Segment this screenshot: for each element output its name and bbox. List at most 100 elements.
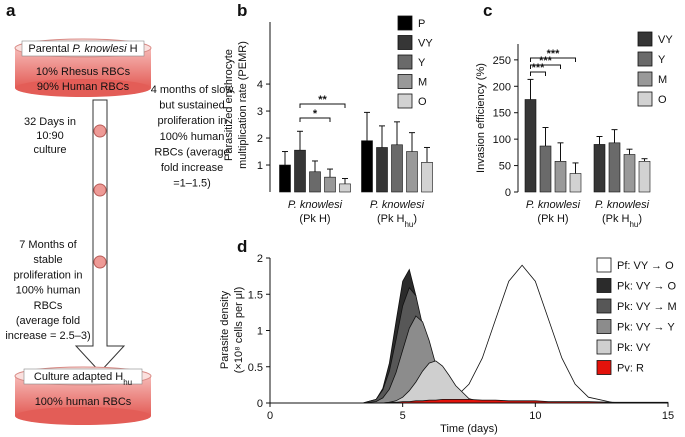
y-tick-label: 4 <box>257 79 263 91</box>
bar <box>623 154 636 193</box>
bar <box>406 151 418 193</box>
top-dish: Parental P. knowlesi H 10% Rhesus RBCs 9… <box>14 38 152 97</box>
step-text: 4 months of slow <box>151 84 234 96</box>
legend-label: Y <box>658 54 666 66</box>
bar <box>421 162 433 193</box>
bar <box>569 173 582 193</box>
x-tick-label: 0 <box>267 410 273 422</box>
culture-dot <box>93 255 107 269</box>
text-part: H <box>127 43 138 55</box>
bar <box>294 149 306 193</box>
text-part: ) <box>638 213 642 225</box>
legend-label: Pk: VY <box>617 342 651 354</box>
step-text: 100% human <box>16 285 81 297</box>
y-axis-label: multiplication rate (PEMR) <box>237 41 249 169</box>
step-texts: 32 Days in 10:90 culture 4 months of slow bu… <box>5 84 233 342</box>
category-label: (Pk H) <box>299 213 330 225</box>
legend-swatch <box>596 319 612 334</box>
step-text: 100% human <box>160 131 225 143</box>
legend-swatch <box>397 54 413 70</box>
legend-swatch <box>397 74 413 89</box>
text-part: hu <box>404 220 413 229</box>
x-tick-label: 5 <box>400 410 406 422</box>
step-text: (average fold <box>16 315 80 327</box>
y-tick-label: 0.5 <box>248 362 263 374</box>
y-tick-label: 2 <box>257 253 263 265</box>
dish-title: Culture adapted Hhu <box>34 371 132 387</box>
x-tick-label: 15 <box>662 410 674 422</box>
y-tick-label: 50 <box>499 161 511 173</box>
text-part: hu <box>629 220 638 229</box>
step-text: increase = 2.5–3) <box>5 330 90 342</box>
y-tick-label: 2 <box>257 133 263 145</box>
x-tick-label: 10 <box>529 410 541 422</box>
dish-label-box <box>21 40 145 57</box>
text-part: Culture adapted H <box>34 371 123 383</box>
y-axis-label: Parasite density <box>219 290 231 369</box>
step-text: proliferation in <box>13 269 82 281</box>
step-text: culture <box>33 144 66 156</box>
significance-bracket <box>299 103 346 108</box>
y-axis-label: (×10⁸ cells per μl) <box>233 287 245 373</box>
y-tick-label: 1 <box>257 160 263 172</box>
category-label: (Pk Hhu) <box>602 213 642 229</box>
step-text: stable <box>33 254 62 266</box>
bar <box>309 171 321 193</box>
category-label: P. knowlesi <box>595 199 650 211</box>
text-part: (Pk H) <box>537 213 568 225</box>
text-part: (Pk H <box>377 213 405 225</box>
y-tick-label: 0 <box>505 187 511 199</box>
legend-swatch <box>596 298 612 314</box>
text-part: P. knowlesi <box>72 43 127 55</box>
y-tick-label: 3 <box>257 106 263 118</box>
dish-text: 10% Rhesus RBCs <box>36 66 131 78</box>
bar <box>391 144 403 193</box>
significance-bracket <box>530 57 576 62</box>
dish-label-box <box>23 368 143 385</box>
text-part: (Pk H) <box>299 213 330 225</box>
legend-label: P <box>418 18 425 30</box>
step-text: fold increase <box>161 162 223 174</box>
bar <box>638 161 651 193</box>
legend-label: Pv: R <box>617 363 644 375</box>
legend-swatch <box>397 35 413 50</box>
significance-bracket <box>530 64 561 69</box>
category-label: (Pk H) <box>537 213 568 225</box>
bar <box>279 164 291 193</box>
legend-swatch <box>596 257 612 273</box>
legend-swatch <box>397 15 413 31</box>
bar <box>593 144 606 193</box>
bar <box>339 183 351 193</box>
legend-swatch <box>596 360 612 375</box>
category-label: P. knowlesi <box>526 199 581 211</box>
step-text: =1–1.5) <box>173 178 211 190</box>
bar <box>361 140 373 193</box>
bar <box>324 176 336 193</box>
dish-text: 90% Human RBCs <box>37 81 130 93</box>
text-part: Parental <box>28 43 72 55</box>
legend-label: O <box>418 96 427 108</box>
legend-swatch <box>596 339 612 355</box>
legend-swatch <box>637 71 653 87</box>
y-tick-label: 1 <box>257 326 263 338</box>
panel-label: b <box>237 1 247 20</box>
legend-swatch <box>637 91 653 107</box>
step-text: 7 Months of <box>19 239 77 251</box>
y-tick-label: 150 <box>493 108 511 120</box>
process-arrow <box>74 99 126 373</box>
legend-label: VY <box>418 38 433 50</box>
legend-label: Pf: VY → O <box>617 260 674 272</box>
bar <box>376 147 388 193</box>
text-part: hu <box>123 378 132 387</box>
panel-label: c <box>483 1 492 20</box>
legend-label: Pk: VY → M <box>617 301 677 313</box>
bar <box>608 142 621 193</box>
x-axis-label: Time (days) <box>440 423 498 435</box>
legend-label: M <box>418 77 427 89</box>
legend-label: Pk: VY → Y <box>617 322 675 334</box>
significance-bracket <box>299 117 331 122</box>
y-tick-label: 250 <box>493 55 511 67</box>
significance-label: *** <box>539 55 553 67</box>
